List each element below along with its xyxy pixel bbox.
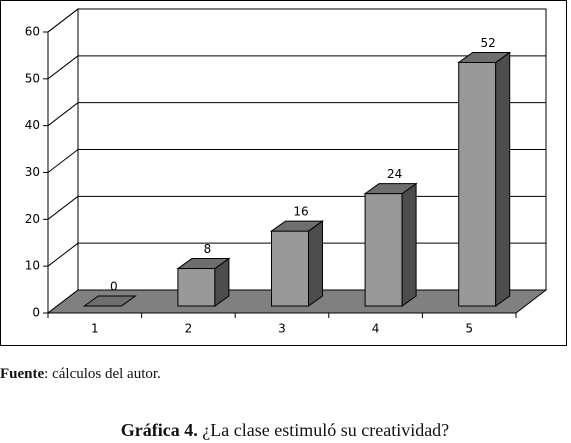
x-tick-label: 5 <box>465 322 473 336</box>
grid-line-side <box>47 55 79 80</box>
y-tick-label: 30 <box>25 165 40 179</box>
grid-line-side <box>47 8 79 33</box>
caption-text: ¿La clase estimuló su creatividad? <box>202 420 449 440</box>
bar-top <box>457 51 512 63</box>
y-tick-label: 60 <box>25 25 40 39</box>
y-tick-label: 40 <box>25 118 40 132</box>
bar-front <box>458 61 497 307</box>
bar-front <box>177 268 216 307</box>
bar-top <box>363 183 418 195</box>
y-tick-label: 50 <box>25 71 40 85</box>
bar-top <box>82 295 137 307</box>
bar-top <box>176 258 231 270</box>
value-label: 16 <box>293 205 308 219</box>
grid-line-side <box>47 195 79 220</box>
source-text: : cálculos del autor. <box>44 366 161 382</box>
x-tick-label: 1 <box>91 322 99 336</box>
value-label: 52 <box>481 36 496 50</box>
y-tick-label: 0 <box>32 306 40 320</box>
bar-front <box>271 230 309 307</box>
bar-side <box>308 220 323 307</box>
source-label: Fuente <box>0 366 45 382</box>
x-tick-label: 2 <box>185 322 193 336</box>
grid-line-side <box>47 149 79 173</box>
value-label: 8 <box>204 242 212 256</box>
x-tick-label: 4 <box>372 322 380 336</box>
value-label: 24 <box>387 167 402 181</box>
grid-line-side <box>47 242 79 267</box>
x-tick-label: 3 <box>278 322 286 336</box>
bar-side <box>401 182 417 307</box>
caption: Gráfica 4. ¿La clase estimuló su creativ… <box>121 420 449 440</box>
source: Fuente: cálculos del autor. <box>0 366 161 382</box>
grid-line-side <box>47 102 79 127</box>
y-tick-label: 20 <box>25 212 40 226</box>
bar-side <box>495 51 511 307</box>
caption-label: Gráfica 4. <box>121 420 198 440</box>
value-label: 0 <box>110 280 118 294</box>
y-tick-label: 10 <box>25 259 40 273</box>
bar-top <box>269 220 325 232</box>
bar-front <box>364 193 403 307</box>
